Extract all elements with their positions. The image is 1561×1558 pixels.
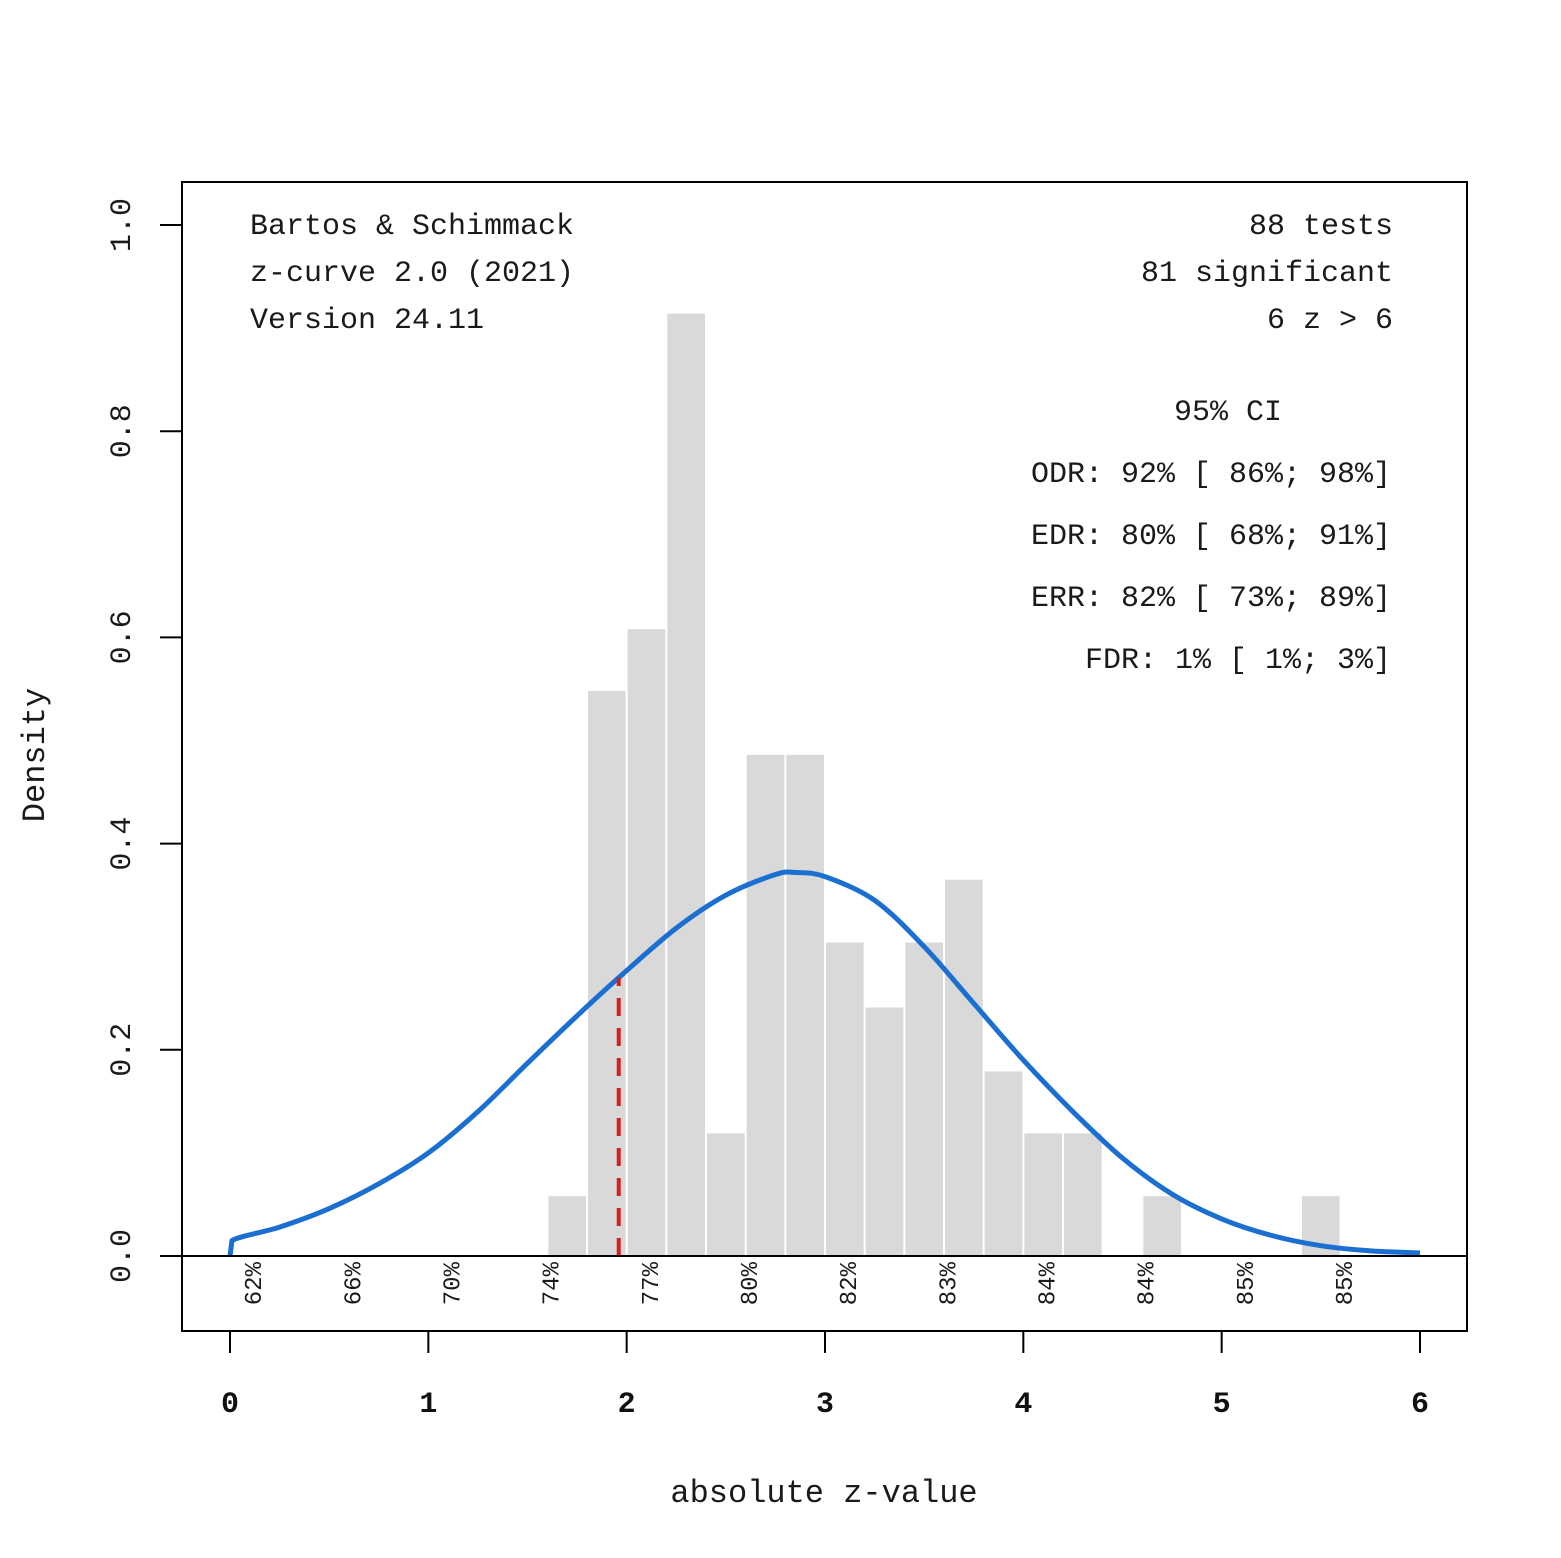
ci-err: ERR: 82% [ 73%; 89%] [1031, 582, 1391, 616]
x-tick-label: 4 [1014, 1388, 1032, 1422]
x-tick-label: 0 [221, 1388, 239, 1422]
histogram-bar [945, 879, 983, 1256]
y-tick-label: 1.0 [106, 198, 140, 252]
histogram-bar [905, 942, 943, 1256]
histogram-bar [707, 1133, 745, 1256]
citation-block: Bartos & Schimmack z-curve 2.0 (2021) Ve… [250, 210, 574, 338]
citation-method: z-curve 2.0 (2021) [250, 257, 574, 291]
y-tick-label: 0.6 [106, 610, 140, 664]
histogram-bar [746, 754, 785, 1256]
ci-fdr: FDR: 1% [ 1%; 3%] [1085, 644, 1391, 678]
power-label: 74% [540, 1261, 567, 1305]
x-tick-label: 2 [618, 1388, 636, 1422]
x-tick-label: 3 [816, 1388, 834, 1422]
power-label: 70% [440, 1261, 467, 1305]
power-label: 82% [837, 1261, 864, 1305]
citation-version: Version 24.11 [250, 304, 484, 338]
tests-count: 88 tests [1249, 210, 1393, 244]
ci-header: 95% CI [1174, 396, 1282, 430]
summary-block: 88 tests 81 significant 6 z > 6 95% CI O… [1031, 210, 1393, 678]
histogram-bar [667, 313, 705, 1256]
histogram-bar [548, 1196, 586, 1256]
y-tick-label: 0.4 [106, 817, 140, 871]
y-tick-label: 0.2 [106, 1023, 140, 1077]
power-label: 84% [1135, 1261, 1162, 1305]
citation-authors: Bartos & Schimmack [250, 210, 574, 244]
y-tick-label: 0.8 [106, 404, 140, 458]
histogram-bar [1143, 1196, 1181, 1256]
x-tick-label: 6 [1411, 1388, 1429, 1422]
density-curve-layer [227, 869, 1421, 1257]
plot-frame [181, 181, 1468, 1332]
power-label: 85% [1234, 1261, 1261, 1305]
histogram-bar [826, 942, 864, 1256]
density-curve [227, 869, 1421, 1257]
power-labels: 62% 66% 70% 74% 77% 80% 82% 83% 84% 84% 85% 85% [242, 1261, 1360, 1305]
z-greater-6-count: 6 z > 6 [1267, 304, 1393, 338]
significant-count: 81 significant [1141, 257, 1393, 291]
ci-edr: EDR: 80% [ 68%; 91%] [1031, 520, 1391, 554]
y-tick-label: 0.0 [106, 1229, 140, 1283]
y-axis: 0.0 0.2 0.4 0.6 0.8 1.0 [106, 198, 183, 1283]
power-label: 77% [639, 1261, 666, 1305]
histogram-bar [984, 1071, 1023, 1256]
ci-odr: ODR: 92% [ 86%; 98%] [1031, 458, 1391, 492]
histogram-bar [865, 1007, 904, 1256]
histogram-bar [1064, 1133, 1102, 1256]
power-label: 80% [738, 1261, 765, 1305]
histogram-bars [548, 313, 1340, 1256]
x-axis-title: absolute z-value [670, 1475, 977, 1512]
histogram-bar [786, 754, 824, 1256]
power-label: 84% [1035, 1261, 1062, 1305]
power-label: 62% [242, 1261, 269, 1305]
x-tick-label: 1 [419, 1388, 437, 1422]
power-label: 83% [936, 1261, 963, 1305]
power-label: 85% [1333, 1261, 1360, 1305]
x-axis: 0 1 2 3 4 5 6 [221, 1330, 1429, 1422]
histogram-bar [1024, 1133, 1062, 1256]
x-tick-label: 5 [1213, 1388, 1231, 1422]
power-label: 66% [341, 1261, 368, 1305]
y-axis-title: Density [17, 688, 54, 822]
